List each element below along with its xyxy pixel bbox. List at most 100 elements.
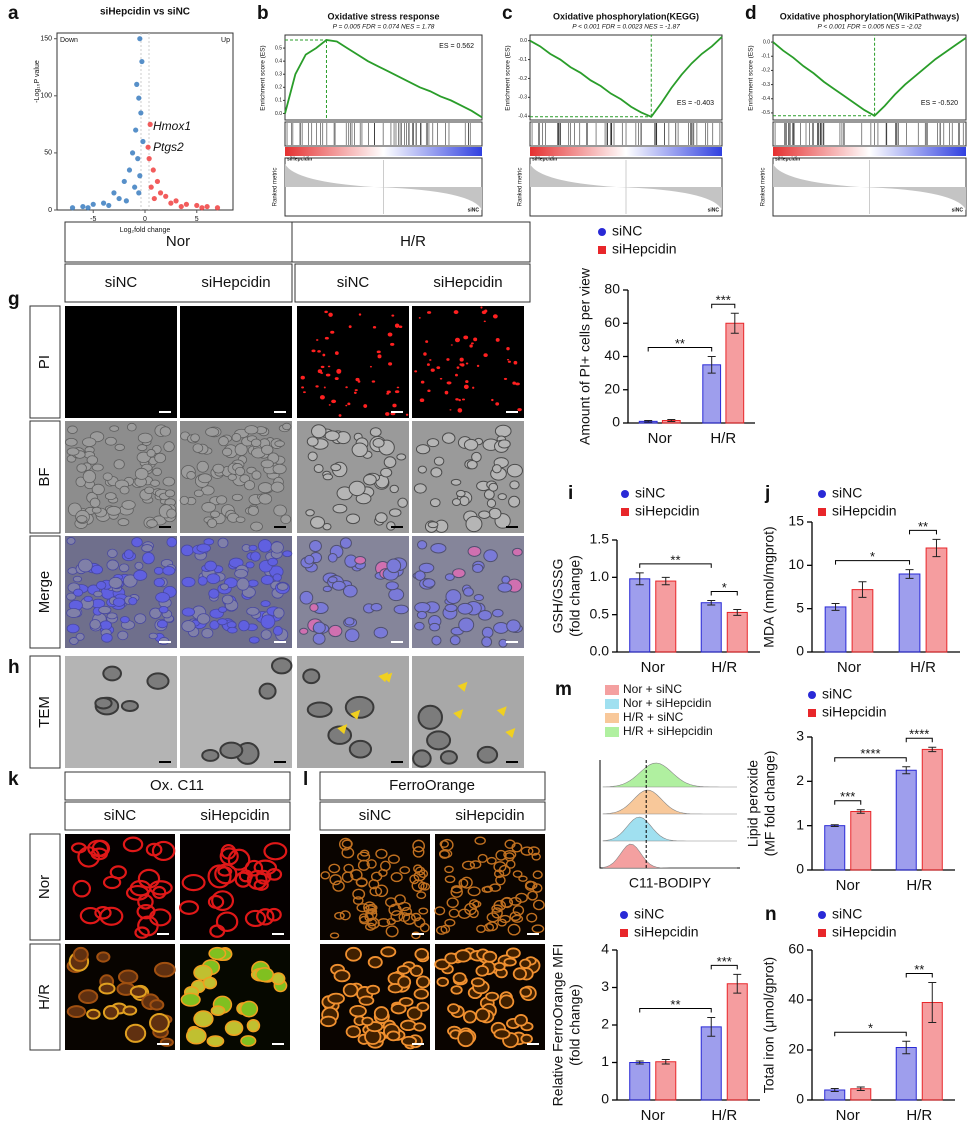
image-background xyxy=(297,306,409,418)
cell xyxy=(470,977,486,988)
cell xyxy=(503,377,508,380)
cell xyxy=(235,466,246,476)
bar xyxy=(925,547,948,653)
x-tick-label: H/R xyxy=(906,1107,932,1124)
cell xyxy=(137,444,148,452)
legend-swatch xyxy=(605,713,619,723)
cell xyxy=(205,427,220,437)
y-tick-label: -0.5 xyxy=(761,110,770,116)
arrowhead xyxy=(457,681,468,692)
y-axis-label: (fold change) xyxy=(567,984,583,1066)
metric-label: Ranked metric xyxy=(761,168,767,207)
cell xyxy=(76,515,88,523)
header-frame xyxy=(319,801,546,831)
cell xyxy=(91,506,102,514)
cell xyxy=(273,504,287,517)
cell xyxy=(134,467,149,480)
hit-frame xyxy=(284,121,483,147)
cell xyxy=(155,592,170,603)
cell xyxy=(394,323,400,328)
cell xyxy=(418,869,429,879)
y-tick-label: 0.2 xyxy=(275,85,282,91)
cell xyxy=(260,629,272,640)
error-bar xyxy=(707,599,716,606)
legend-label: siHepcidin xyxy=(612,241,677,257)
cell xyxy=(355,877,368,888)
point xyxy=(214,205,221,211)
significance-bracket xyxy=(639,563,712,568)
cell xyxy=(302,668,321,685)
x-tick-label: 5 xyxy=(195,216,199,223)
x-tick-label: Nor xyxy=(641,659,665,676)
cell xyxy=(181,576,196,588)
cell xyxy=(153,961,176,978)
significance-bracket xyxy=(909,529,937,535)
cell xyxy=(301,386,305,389)
cell xyxy=(131,537,143,548)
cell xyxy=(93,590,103,598)
row-header: Merge xyxy=(36,571,53,614)
cell xyxy=(181,607,196,617)
cell xyxy=(370,603,383,612)
y-tick-label: 0 xyxy=(796,643,804,659)
cell xyxy=(507,360,511,363)
cell xyxy=(137,432,153,444)
micrograph xyxy=(297,306,409,418)
cell xyxy=(433,456,445,466)
legend-marker xyxy=(818,911,826,919)
cell xyxy=(396,965,411,975)
cell xyxy=(412,839,426,853)
cell xyxy=(82,437,97,447)
cell xyxy=(459,495,470,507)
cell xyxy=(153,566,164,575)
cell xyxy=(431,635,442,646)
cell xyxy=(247,579,259,588)
cell xyxy=(258,493,273,505)
cell xyxy=(512,381,516,385)
legend-label: H/R + siNC xyxy=(623,710,684,724)
cell xyxy=(426,730,452,751)
cell xyxy=(344,628,360,643)
micrograph xyxy=(412,421,524,533)
error-bar xyxy=(928,982,937,1023)
group-label: siNC xyxy=(708,207,720,213)
cell xyxy=(429,498,441,508)
y-axis-label: MDA (nmol/mgprot) xyxy=(761,526,777,647)
cell xyxy=(220,583,229,591)
cell xyxy=(527,890,538,901)
cell xyxy=(333,969,351,983)
cell xyxy=(334,911,345,920)
cell xyxy=(208,946,227,961)
cell xyxy=(365,922,376,931)
cell xyxy=(325,373,331,377)
cell xyxy=(494,424,512,438)
cell xyxy=(250,521,263,532)
cell xyxy=(352,896,364,905)
legend-label: siHepcidin xyxy=(634,924,699,940)
cell xyxy=(338,414,342,417)
y-axis-label: Enrichment score (ES) xyxy=(260,45,267,110)
cell xyxy=(162,566,176,576)
cell xyxy=(315,339,319,341)
cell xyxy=(463,438,479,451)
chart-subtitle: P < 0.001 FDR = 0.0023 NES = -1.87 xyxy=(572,24,680,31)
cell xyxy=(446,381,452,385)
cell xyxy=(280,514,292,525)
cell xyxy=(449,409,452,411)
cell xyxy=(369,427,382,437)
cell xyxy=(471,342,474,345)
cell xyxy=(250,551,261,562)
cell xyxy=(345,946,362,962)
cell xyxy=(435,925,448,935)
cell xyxy=(473,337,478,342)
cell xyxy=(313,463,324,474)
cell xyxy=(106,612,118,620)
cell xyxy=(366,859,377,869)
y-tick-label: 20 xyxy=(788,1041,804,1057)
arrowhead xyxy=(337,724,348,735)
cell xyxy=(398,997,414,1007)
cell xyxy=(444,603,458,613)
micrograph xyxy=(320,944,431,1050)
cell xyxy=(372,438,385,448)
cell xyxy=(463,1010,477,1024)
